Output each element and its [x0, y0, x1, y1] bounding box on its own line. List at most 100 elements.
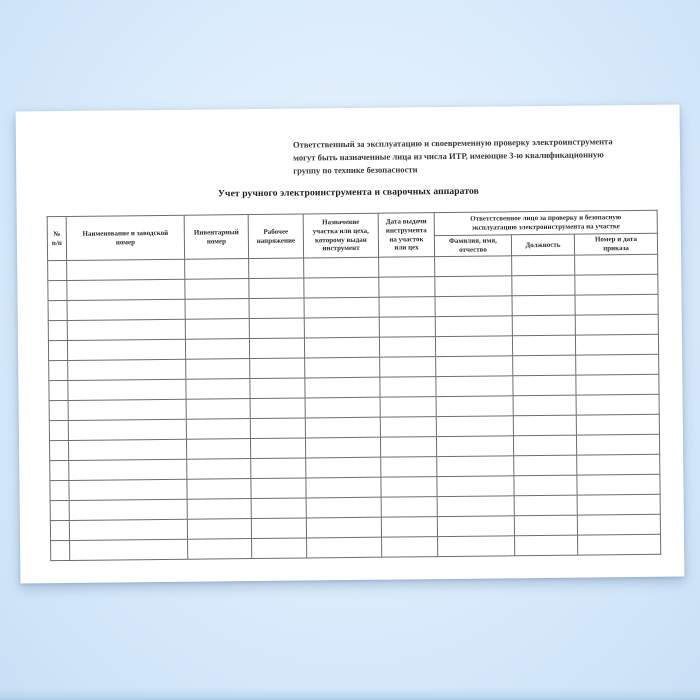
- empty-cell: [186, 478, 252, 500]
- empty-cell: [248, 257, 304, 279]
- empty-cell: [48, 380, 69, 401]
- empty-cell: [187, 498, 252, 520]
- empty-cell: [67, 359, 186, 381]
- empty-cell: [249, 357, 305, 379]
- empty-cell: [67, 339, 186, 361]
- empty-cell: [50, 500, 70, 521]
- empty-cell: [303, 277, 380, 298]
- empty-cell: [434, 275, 513, 297]
- empty-cell: [304, 337, 380, 358]
- empty-cell: [380, 456, 437, 478]
- empty-cell: [513, 415, 577, 436]
- empty-cell: [66, 259, 185, 281]
- empty-cell: [380, 416, 437, 438]
- empty-cell: [381, 516, 438, 538]
- empty-cell: [69, 519, 188, 541]
- empty-cell: [186, 418, 251, 440]
- empty-cell: [304, 297, 380, 318]
- table-header: № п/п Наименование и заводской номер Инв…: [47, 210, 658, 261]
- col-header-name-serial: Наименование и заводской номер: [66, 215, 185, 261]
- empty-cell: [66, 279, 186, 301]
- empty-cell: [185, 298, 250, 320]
- empty-cell: [511, 255, 575, 276]
- empty-cell: [68, 439, 187, 461]
- empty-cell: [187, 538, 252, 560]
- empty-cell: [303, 257, 379, 278]
- empty-cell: [436, 455, 514, 477]
- empty-cell: [435, 315, 513, 337]
- col-header-issue-date: Дата выдачи инструмента на участок или ц…: [378, 212, 435, 258]
- empty-cell: [69, 539, 188, 561]
- empty-cell: [47, 260, 67, 281]
- empty-cell: [67, 379, 187, 401]
- col-header-voltage: Рабочее напряжение: [248, 213, 304, 259]
- empty-cell: [249, 317, 305, 339]
- empty-cell: [381, 536, 438, 558]
- empty-cell: [185, 358, 250, 380]
- empty-cell: [250, 457, 306, 479]
- empty-cell: [514, 515, 578, 536]
- empty-cell: [306, 497, 382, 518]
- empty-cell: [184, 258, 249, 280]
- empty-cell: [576, 434, 660, 456]
- empty-cell: [49, 460, 69, 481]
- empty-cell: [306, 517, 382, 538]
- empty-cell: [49, 420, 69, 441]
- empty-cell: [67, 319, 186, 341]
- empty-cell: [437, 515, 515, 537]
- empty-cell: [513, 475, 578, 496]
- empty-cell: [437, 495, 515, 517]
- empty-cell: [378, 276, 436, 298]
- empty-cell: [250, 477, 307, 499]
- empty-cell: [250, 397, 306, 419]
- empty-cell: [379, 336, 436, 358]
- empty-cell: [186, 438, 251, 460]
- empty-cell: [67, 299, 186, 321]
- empty-cell: [380, 396, 437, 418]
- empty-cell: [577, 534, 661, 556]
- empty-cell: [512, 335, 576, 356]
- empty-cell: [512, 295, 576, 316]
- empty-cell: [381, 496, 438, 518]
- empty-cell: [249, 297, 305, 319]
- empty-cell: [575, 294, 659, 316]
- empty-cell: [380, 476, 438, 498]
- responsibility-note: Ответственный за эксплуатацию и своеврем…: [292, 136, 613, 176]
- col-header-full-name: Фамилия, имя, отчество: [434, 234, 512, 257]
- empty-cell: [48, 300, 68, 321]
- empty-cell: [249, 337, 305, 359]
- empty-cell: [304, 377, 381, 398]
- empty-cell: [576, 394, 660, 416]
- empty-cell: [50, 540, 70, 561]
- empty-cell: [436, 475, 515, 497]
- empty-cell: [512, 315, 576, 336]
- empty-cell: [513, 435, 577, 456]
- empty-cell: [435, 375, 514, 397]
- empty-cell: [379, 316, 436, 338]
- empty-cell: [185, 318, 250, 340]
- col-header-order: Номер и дата приказа: [574, 233, 658, 256]
- empty-cell: [512, 355, 576, 376]
- empty-cell: [575, 374, 660, 396]
- empty-cell: [186, 398, 251, 420]
- empty-cell: [434, 255, 512, 277]
- empty-cell: [68, 459, 187, 481]
- col-header-inventory: Инвентарный номер: [184, 214, 249, 260]
- empty-cell: [436, 415, 514, 437]
- empty-cell: [379, 296, 436, 318]
- empty-cell: [49, 400, 69, 421]
- empty-cell: [306, 537, 382, 558]
- empty-cell: [185, 338, 250, 360]
- table-body: [47, 254, 661, 561]
- empty-cell: [48, 340, 68, 361]
- empty-cell: [435, 335, 513, 357]
- empty-cell: [304, 357, 380, 378]
- empty-cell: [436, 435, 514, 457]
- empty-cell: [379, 376, 437, 398]
- empty-cell: [511, 275, 576, 296]
- empty-cell: [68, 419, 187, 441]
- empty-cell: [249, 377, 306, 399]
- empty-cell: [575, 334, 659, 356]
- empty-cell: [576, 414, 660, 436]
- empty-cell: [250, 417, 306, 439]
